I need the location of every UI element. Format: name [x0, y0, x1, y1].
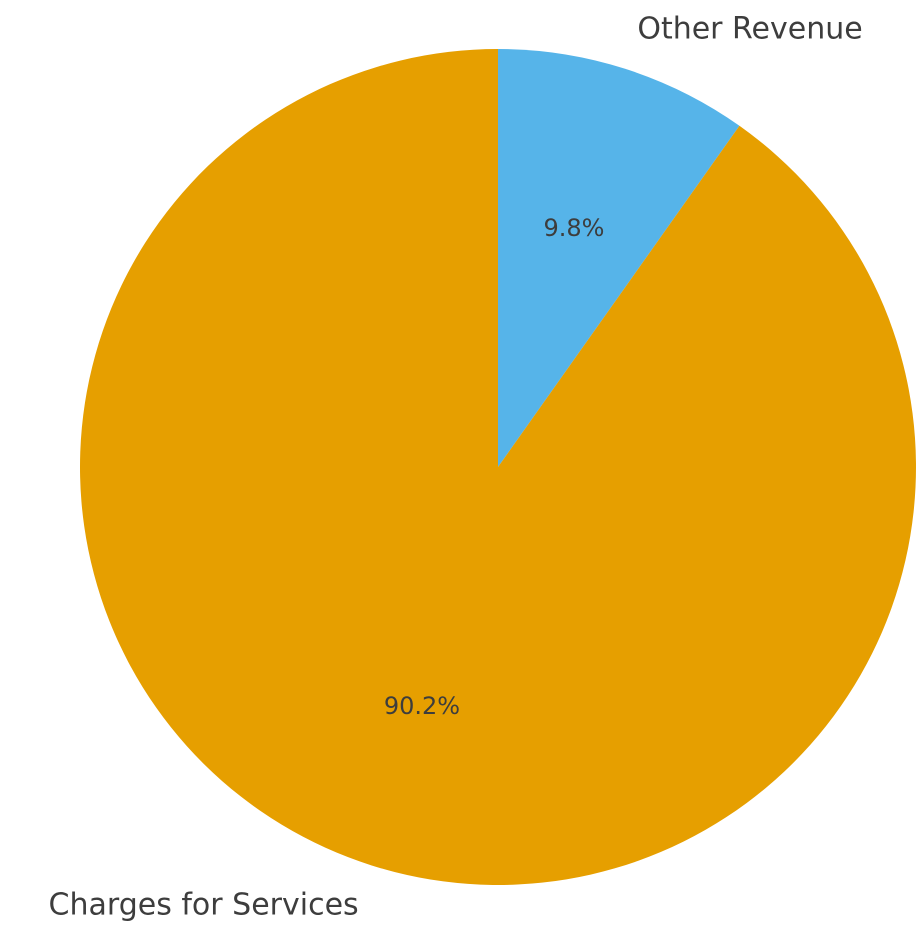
- slice-charges-for-services: [79, 49, 916, 885]
- pct-label-charges-for-services: 90.2%: [384, 692, 460, 720]
- pie-slices: [79, 49, 916, 885]
- category-label-charges-for-services: Charges for Services: [49, 888, 359, 923]
- pie-labels: 9.8% Other Revenue 90.2% Charges for Servic…: [49, 11, 863, 922]
- pct-label-other-revenue: 9.8%: [544, 214, 605, 242]
- slice-other-revenue: [498, 49, 740, 467]
- category-label-other-revenue: Other Revenue: [637, 11, 862, 46]
